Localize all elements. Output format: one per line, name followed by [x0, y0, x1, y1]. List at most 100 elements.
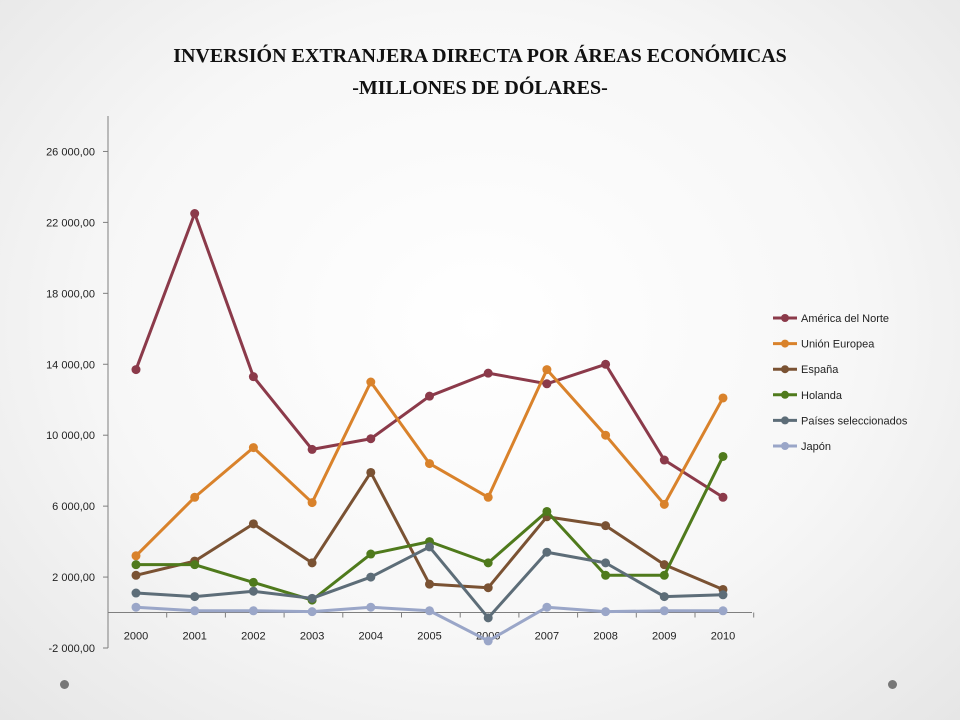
data-point	[718, 492, 728, 502]
x-tick-label: 2005	[417, 631, 441, 643]
data-point	[601, 521, 611, 531]
data-point	[659, 606, 669, 616]
y-tick-label: 26 000,00	[46, 146, 95, 158]
data-point	[248, 372, 258, 382]
legend-label: Unión Europea	[801, 339, 875, 351]
data-point	[425, 579, 434, 589]
legend-label: Países seleccionados	[801, 415, 908, 427]
data-point	[601, 607, 611, 617]
x-tick-label: 2003	[300, 631, 324, 643]
data-point	[483, 368, 493, 378]
y-tick-label: 10 000,00	[46, 430, 95, 442]
legend-entry: Japón	[773, 441, 831, 453]
data-point	[718, 606, 728, 616]
data-point	[542, 547, 552, 557]
data-point	[659, 560, 669, 570]
data-point	[307, 444, 317, 454]
x-tick-label: 2002	[241, 631, 265, 643]
data-point	[131, 602, 141, 612]
x-tick-label: 2001	[182, 631, 206, 643]
data-point	[131, 365, 141, 375]
legend-label: Japón	[801, 441, 831, 453]
data-point	[425, 542, 434, 552]
chart-subtitle: -MILLONES DE DÓLARES-	[352, 77, 608, 99]
data-point	[483, 558, 493, 568]
data-point	[366, 572, 376, 582]
legend-entry: España	[773, 364, 839, 376]
y-tick-label: 6 000,00	[52, 501, 95, 513]
series-line	[135, 470, 724, 591]
data-point	[190, 606, 200, 616]
data-point	[307, 607, 317, 617]
data-point	[718, 590, 728, 600]
data-point	[190, 592, 200, 602]
data-point	[131, 570, 141, 580]
slide-dot-right	[888, 680, 897, 689]
data-point	[131, 588, 141, 598]
data-point	[190, 209, 200, 219]
data-point	[601, 430, 611, 440]
legend-marker	[781, 314, 789, 322]
data-point	[483, 636, 493, 646]
data-point	[190, 492, 200, 502]
legend-entry: Países seleccionados	[773, 415, 908, 427]
data-point	[718, 451, 728, 461]
data-point	[659, 592, 669, 602]
data-point	[248, 519, 258, 529]
data-point	[366, 602, 376, 612]
y-tick-label: 14 000,00	[46, 359, 95, 371]
legend-label: España	[801, 364, 839, 376]
data-point	[366, 434, 376, 444]
x-tick-label: 2009	[652, 631, 676, 643]
data-point	[307, 498, 317, 508]
data-point	[542, 602, 552, 612]
data-point	[542, 506, 552, 516]
data-point	[542, 379, 552, 389]
legend-label: Holanda	[801, 390, 843, 402]
data-point	[483, 583, 493, 593]
data-point	[307, 593, 317, 603]
data-point	[307, 558, 317, 568]
legend-entry: Unión Europea	[773, 339, 875, 351]
data-point	[659, 499, 669, 509]
data-point	[483, 613, 493, 623]
data-point	[131, 551, 141, 561]
legend-marker	[781, 416, 789, 425]
legend-marker	[781, 339, 789, 348]
chart-title: INVERSIÓN EXTRANJERA DIRECTA POR ÁREAS E…	[173, 45, 787, 67]
data-point	[190, 560, 200, 570]
data-point	[366, 377, 376, 387]
data-point	[248, 443, 258, 453]
data-point	[425, 391, 434, 401]
y-tick-label: 18 000,00	[46, 288, 95, 300]
x-tick-label: 2010	[711, 631, 735, 643]
legend-entry: América del Norte	[773, 313, 889, 325]
x-tick-label: 2000	[124, 631, 148, 643]
data-point	[542, 365, 552, 375]
data-point	[366, 467, 376, 477]
series-4	[131, 542, 728, 623]
slide-dot-left	[60, 680, 69, 689]
legend-marker	[781, 390, 789, 399]
data-point	[366, 549, 376, 559]
data-point	[718, 393, 728, 403]
data-point	[601, 558, 611, 568]
data-point	[425, 459, 434, 469]
x-tick-label: 2004	[359, 631, 383, 643]
x-tick-label: 2008	[593, 631, 617, 643]
data-point	[248, 577, 258, 587]
legend-marker	[781, 442, 789, 450]
y-tick-label: -2 000,00	[49, 643, 95, 655]
x-tick-label: 2007	[535, 631, 559, 643]
data-point	[131, 560, 141, 570]
data-point	[659, 570, 669, 580]
data-point	[483, 492, 493, 502]
data-point	[659, 455, 669, 465]
data-point	[601, 570, 611, 580]
series-5	[131, 602, 728, 646]
series-0	[131, 209, 728, 502]
series-line	[134, 212, 724, 499]
data-point	[425, 606, 434, 616]
data-point	[248, 586, 258, 596]
